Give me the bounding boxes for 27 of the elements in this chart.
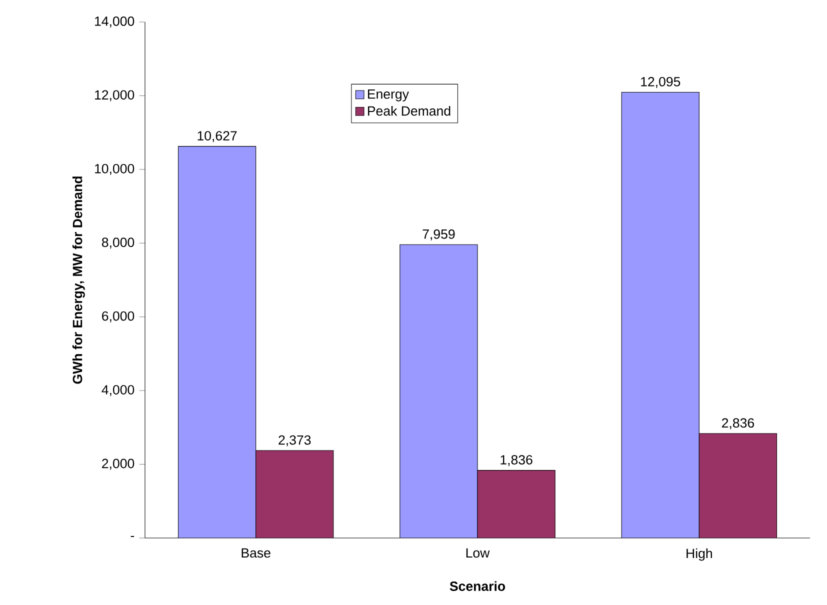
bar [400,244,478,538]
y-tick-label: 10,000 [95,164,134,175]
legend-label: Peak Demand [368,106,450,116]
y-axis-title: GWh for Energy, MW for Demand [72,176,85,384]
bar [621,92,700,538]
bar [478,470,556,538]
data-label: 2,836 [722,418,754,430]
bar [698,433,778,538]
y-tick-label: 6,000 [102,311,134,322]
x-tick-label: Low [466,548,490,558]
bar [256,450,334,538]
y-tick-label: - [130,536,134,538]
x-axis-title: Scenario [450,581,506,591]
legend-label: Energy [368,89,409,102]
y-tick-label: 12,000 [95,90,134,102]
data-label: 1,836 [500,455,532,466]
x-tick-label: Base [242,548,270,558]
y-tick-label: 4,000 [102,385,134,396]
data-label: 2,373 [278,435,311,446]
data-label: 12,095 [641,76,680,88]
y-tick-label: 2,000 [102,458,134,470]
y-tick-label: 14,000 [95,16,134,28]
y-tick-label: 8,000 [102,238,134,249]
x-tick-label: High [686,548,712,561]
data-label: 10,627 [198,131,237,142]
bar [178,146,256,538]
data-label: 7,959 [422,229,455,240]
